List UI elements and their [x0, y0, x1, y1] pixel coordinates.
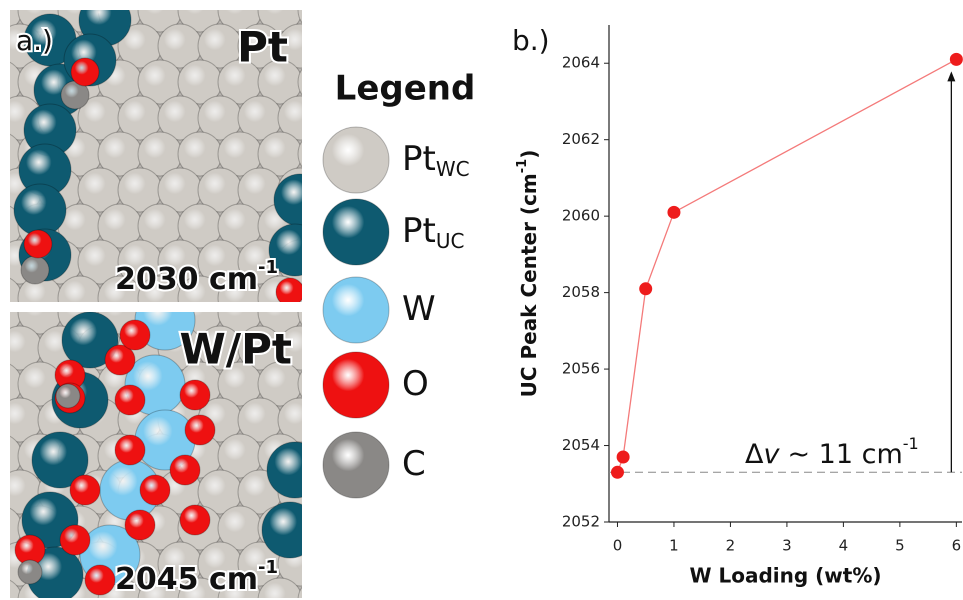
- atom: [71, 58, 99, 86]
- y-tick-label: 2056: [562, 360, 600, 378]
- legend-swatch: [323, 127, 389, 193]
- panel-label: b.): [512, 24, 550, 57]
- x-axis-label: W Loading (wt%): [689, 564, 881, 588]
- legend-swatch: [323, 277, 389, 343]
- atom: [298, 0, 342, 32]
- x-tick-label: 3: [782, 537, 792, 555]
- atom: [170, 455, 200, 485]
- y-tick-label: 2060: [562, 207, 600, 225]
- y-tick-label: 2052: [562, 513, 600, 531]
- atom: [21, 256, 49, 284]
- legend-sub: WC: [436, 157, 470, 181]
- data-point: [950, 53, 963, 66]
- atom: [318, 24, 362, 68]
- atom: [56, 384, 80, 408]
- atom: [180, 380, 210, 410]
- legend-label: PtUC: [402, 211, 464, 253]
- atom: [267, 442, 323, 498]
- legend-title: Legend: [335, 69, 476, 109]
- atom: [60, 525, 90, 555]
- frequency-text: 2045 cm: [115, 562, 258, 597]
- legend-swatch: [323, 199, 389, 265]
- annotation: Δv~ 11 cm-1: [745, 434, 919, 470]
- atom: [70, 475, 100, 505]
- frequency-sup: -1: [258, 257, 278, 278]
- legend-text: W: [402, 289, 436, 329]
- frequency-label: 2030 cm-1: [115, 257, 278, 297]
- y-tick-label: 2064: [562, 54, 600, 72]
- arrow-head: [947, 71, 955, 81]
- atom: [14, 184, 66, 236]
- page: a.) Pt 2030 cm-1 W/Pt 2045 cm-1 Legend P…: [0, 0, 963, 600]
- x-tick-label: 4: [839, 537, 849, 555]
- legend-label: O: [402, 364, 429, 404]
- legend-swatch: [323, 352, 389, 418]
- atom: [120, 320, 150, 350]
- atom: [185, 415, 215, 445]
- y-axis-label-sup: -1: [515, 159, 530, 173]
- data-line: [617, 59, 956, 472]
- atom: [140, 475, 170, 505]
- legend-sub: UC: [436, 229, 465, 253]
- legend-label: C: [402, 444, 426, 484]
- atom: [115, 435, 145, 465]
- y-tick-label: 2054: [562, 436, 600, 454]
- atom: [276, 278, 304, 306]
- panel-title: W/Pt: [179, 325, 292, 374]
- figure: a.) Pt 2030 cm-1 W/Pt 2045 cm-1 Legend P…: [0, 0, 963, 600]
- x-tick-label: 6: [952, 537, 962, 555]
- legend-text: Pt: [402, 211, 436, 251]
- atom: [274, 174, 326, 226]
- atom: [85, 565, 115, 595]
- atom: [298, 578, 342, 600]
- legend-label: PtWC: [402, 139, 470, 181]
- atom: [125, 510, 155, 540]
- legend-swatch: [323, 432, 389, 498]
- atom: [318, 542, 362, 586]
- legend-label: W: [402, 289, 436, 329]
- legend-text: O: [402, 364, 429, 404]
- legend-text: C: [402, 444, 426, 484]
- data-point: [639, 282, 652, 295]
- chart: b.) 2052 2054 2056 2058 2060 2062 2064 0 1 2 3 4 5 6 W …: [512, 24, 963, 588]
- annotation-symbol: v: [763, 439, 780, 470]
- atom: [18, 560, 42, 584]
- data-point: [611, 466, 624, 479]
- atom: [298, 506, 342, 550]
- atom: [24, 230, 52, 258]
- y-axis-label-end: ): [517, 150, 541, 159]
- y-axis-label: UC Peak Center (cm-1): [515, 150, 541, 398]
- x-tick-label: 2: [726, 537, 736, 555]
- y-tick-label: 2062: [562, 130, 600, 148]
- data-point: [617, 451, 630, 464]
- atom: [180, 505, 210, 535]
- annotation-text: ~ 11 cm: [787, 439, 902, 470]
- frequency-label: 2045 cm-1: [115, 557, 278, 597]
- panel-label: a.): [16, 24, 53, 57]
- y-tick-label: 2058: [562, 283, 600, 301]
- data-point: [667, 206, 680, 219]
- atom: [262, 502, 318, 558]
- atom: [115, 385, 145, 415]
- panel-title: Pt: [237, 23, 288, 72]
- y-axis-label-text: UC Peak Center (cm: [517, 173, 541, 397]
- x-tick-label: 0: [613, 537, 623, 555]
- annotation-sup: -1: [903, 434, 919, 453]
- x-tick-label: 5: [895, 537, 905, 555]
- frequency-text: 2030 cm: [115, 262, 258, 297]
- annotation-delta: Δ: [745, 439, 764, 470]
- legend-text: Pt: [402, 139, 436, 179]
- x-tick-label: 1: [669, 537, 679, 555]
- frequency-sup: -1: [258, 557, 278, 578]
